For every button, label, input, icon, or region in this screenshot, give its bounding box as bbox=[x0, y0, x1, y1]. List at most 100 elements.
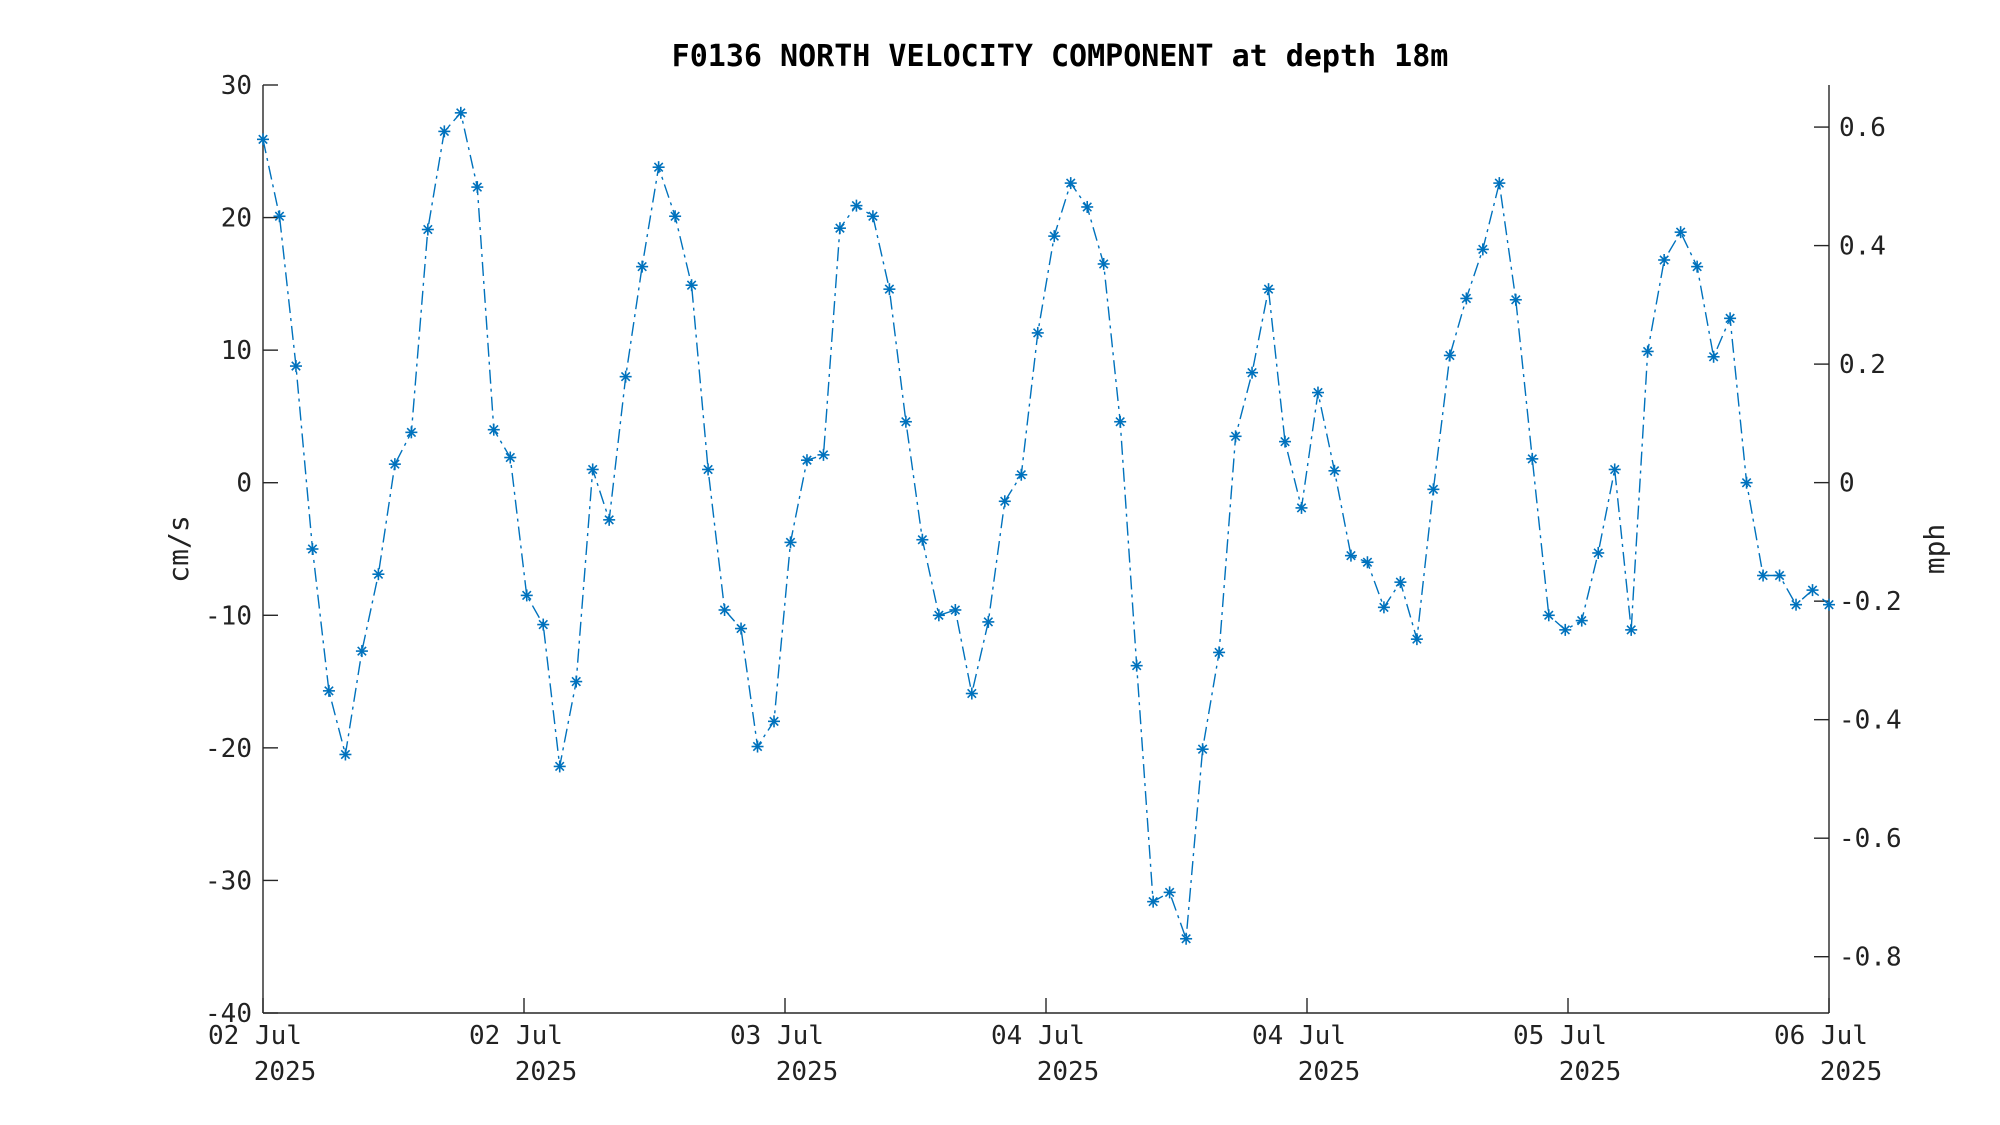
data-point bbox=[1658, 253, 1671, 266]
data-point bbox=[800, 454, 813, 467]
data-point bbox=[586, 463, 599, 476]
data-point bbox=[1559, 623, 1572, 636]
y2-axis-label: mph bbox=[1918, 524, 1951, 575]
data-point bbox=[257, 133, 269, 146]
y-tick-label: 10 bbox=[221, 336, 252, 366]
data-point bbox=[817, 448, 830, 461]
y2-tick-label: -0.8 bbox=[1839, 943, 1902, 973]
data-point bbox=[949, 603, 962, 616]
x-tick-label-year: 2025 bbox=[1559, 1057, 1622, 1087]
data-point bbox=[421, 223, 434, 236]
x-tick-label-year: 2025 bbox=[1037, 1057, 1100, 1087]
y2-tick-label: 0.6 bbox=[1839, 113, 1886, 143]
data-point bbox=[1773, 569, 1786, 582]
data-point bbox=[1295, 501, 1308, 514]
data-point bbox=[932, 609, 945, 622]
data-point bbox=[1575, 614, 1588, 627]
data-point bbox=[1213, 646, 1226, 659]
data-point bbox=[438, 125, 451, 138]
y-tick-label: -30 bbox=[205, 866, 252, 896]
data-point bbox=[1427, 483, 1440, 496]
data-point bbox=[1410, 633, 1423, 646]
data-point bbox=[306, 543, 319, 555]
data-point bbox=[1279, 435, 1292, 448]
x-tick-label-year: 2025 bbox=[776, 1057, 839, 1087]
data-point bbox=[768, 715, 781, 728]
data-point bbox=[537, 618, 550, 631]
data-point bbox=[1344, 549, 1357, 562]
data-point bbox=[1180, 932, 1193, 945]
data-point bbox=[833, 222, 846, 235]
data-point bbox=[1757, 569, 1770, 582]
data-point bbox=[1493, 177, 1506, 190]
data-point bbox=[866, 210, 879, 223]
data-point bbox=[1707, 350, 1720, 363]
right-y-ticks: 0.6 0.4 0.2 0 -0.2 -0.4 -0.6 -0.8 bbox=[1814, 113, 1902, 973]
x-tick-label-year: 2025 bbox=[515, 1057, 578, 1087]
data-point bbox=[1394, 576, 1407, 589]
data-point bbox=[1311, 386, 1324, 399]
data-point bbox=[652, 161, 665, 174]
data-point bbox=[998, 495, 1011, 508]
data-point bbox=[1592, 546, 1605, 559]
data-point bbox=[883, 283, 896, 296]
data-point bbox=[1377, 601, 1390, 614]
y-tick-label: 20 bbox=[221, 204, 252, 234]
data-point bbox=[1246, 366, 1259, 379]
data-point bbox=[553, 760, 566, 773]
x-tick-label-date: 02 Jul bbox=[469, 1021, 563, 1051]
data-point bbox=[850, 199, 863, 212]
y2-tick-label: 0 bbox=[1839, 469, 1855, 499]
data-point bbox=[1790, 598, 1803, 611]
x-tick-label-date: 05 Jul bbox=[1513, 1021, 1607, 1051]
data-point bbox=[1015, 468, 1028, 481]
y2-tick-label: -0.4 bbox=[1839, 706, 1902, 736]
data-point bbox=[1823, 598, 1835, 611]
data-point bbox=[1625, 623, 1638, 636]
data-point bbox=[1460, 292, 1473, 305]
x-tick-label-date: 04 Jul bbox=[991, 1021, 1085, 1051]
x-tick-label-date: 02 Jul bbox=[208, 1021, 302, 1051]
data-point bbox=[1196, 743, 1209, 756]
data-point bbox=[1328, 464, 1341, 477]
data-point bbox=[339, 748, 352, 761]
data-point bbox=[916, 533, 929, 546]
data-point bbox=[603, 513, 616, 526]
y-axis-label: cm/s bbox=[162, 515, 195, 582]
series-line bbox=[262, 111, 1830, 940]
data-point bbox=[702, 463, 715, 476]
data-point bbox=[322, 684, 335, 697]
x-tick-label-year: 2025 bbox=[1298, 1057, 1361, 1087]
data-point bbox=[1262, 283, 1275, 296]
x-ticks: 02 Jul 2025 02 Jul 2025 03 Jul 2025 04 Jul 2025… bbox=[208, 998, 1882, 1087]
data-point bbox=[355, 645, 368, 658]
y-tick-label: -20 bbox=[205, 734, 252, 764]
data-point bbox=[1229, 430, 1242, 443]
series-velocity bbox=[257, 106, 1835, 945]
data-point bbox=[520, 589, 533, 602]
data-point bbox=[471, 181, 484, 194]
data-point bbox=[636, 260, 649, 273]
y2-tick-label: -0.2 bbox=[1839, 587, 1902, 617]
data-point bbox=[1163, 886, 1176, 899]
data-point bbox=[1147, 895, 1160, 908]
y-tick-label: 0 bbox=[236, 469, 252, 499]
y2-tick-label: 0.2 bbox=[1839, 350, 1886, 380]
data-point bbox=[1361, 556, 1374, 569]
data-point bbox=[1130, 659, 1143, 672]
x-tick-label-year: 2025 bbox=[1820, 1057, 1883, 1087]
data-point bbox=[388, 458, 401, 471]
data-point bbox=[570, 675, 583, 688]
data-point bbox=[1048, 230, 1061, 243]
data-point bbox=[1542, 609, 1555, 622]
data-point bbox=[487, 423, 500, 436]
data-point bbox=[784, 536, 797, 549]
data-point bbox=[965, 687, 978, 700]
left-y-ticks: 30 20 10 0 -10 -20 -30 -40 bbox=[205, 71, 278, 1029]
chart-title: F0136 NORTH VELOCITY COMPONENT at depth … bbox=[672, 39, 1449, 74]
y2-tick-label: 0.4 bbox=[1839, 232, 1886, 262]
data-point bbox=[405, 426, 418, 439]
data-point bbox=[1691, 260, 1704, 273]
data-point bbox=[1509, 293, 1522, 306]
